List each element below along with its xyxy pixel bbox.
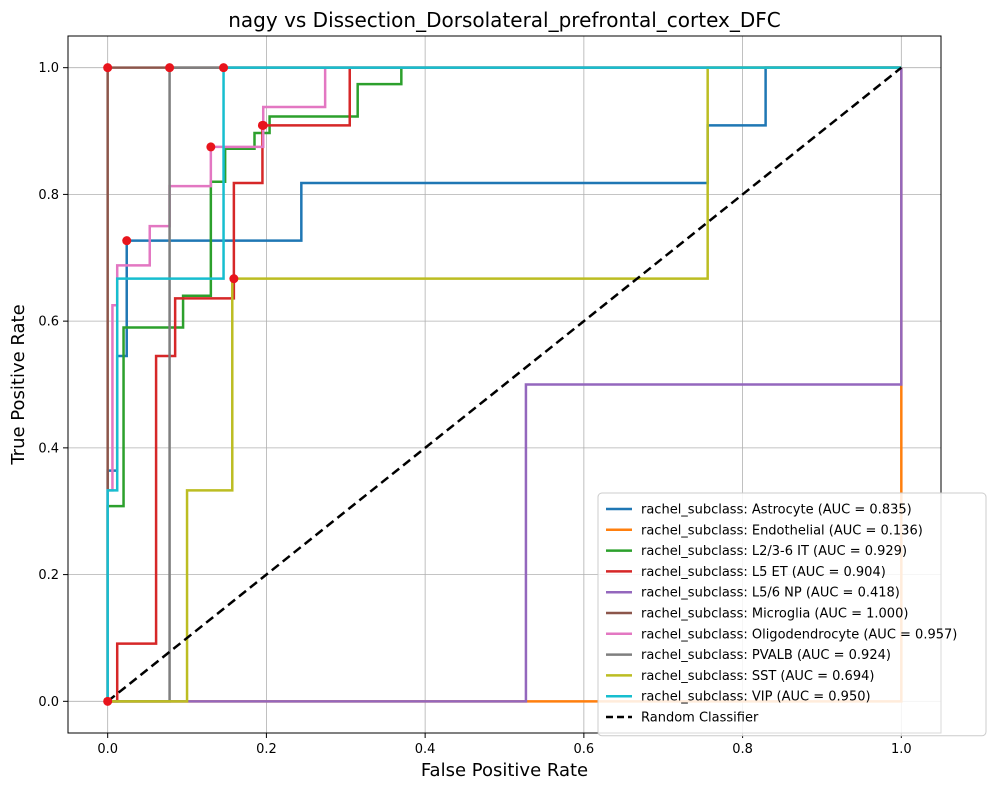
legend-label: rachel_subclass: L5 ET (AUC = 0.904) bbox=[641, 565, 886, 580]
series-line bbox=[106, 67, 327, 702]
legend-box bbox=[597, 492, 987, 737]
optimal-point bbox=[229, 274, 239, 284]
legend-label: rachel_subclass: L5/6 NP (AUC = 0.418) bbox=[641, 586, 900, 601]
legend-label: rachel_subclass: SST (AUC = 0.694) bbox=[641, 669, 874, 684]
y-axis-label: True Positive Rate bbox=[8, 304, 29, 465]
legend-label: Random Classifier bbox=[641, 711, 759, 726]
optimal-points bbox=[103, 63, 268, 706]
x-tick-label: 0.4 bbox=[415, 742, 436, 757]
legend-label: rachel_subclass: L2/3-6 IT (AUC = 0.929) bbox=[641, 544, 907, 559]
legend-label: rachel_subclass: Astrocyte (AUC = 0.835) bbox=[641, 503, 912, 518]
legend-label: rachel_subclass: PVALB (AUC = 0.924) bbox=[641, 648, 891, 663]
series-line bbox=[107, 66, 902, 703]
series-line bbox=[107, 67, 903, 703]
y-tick-label: 0.6 bbox=[38, 315, 59, 330]
y-tick-label: 0.8 bbox=[38, 188, 59, 203]
plot-frame bbox=[67, 35, 942, 734]
series-line bbox=[106, 67, 403, 702]
legend-label: rachel_subclass: Microglia (AUC = 1.000) bbox=[641, 607, 908, 622]
legend: rachel_subclass: Astrocyte (AUC = 0.835)… bbox=[597, 492, 987, 737]
legend-label: rachel_subclass: Oligodendrocyte (AUC = … bbox=[641, 627, 957, 642]
x-axis-label: False Positive Rate bbox=[421, 760, 588, 781]
random-classifier-line bbox=[106, 66, 903, 703]
optimal-point bbox=[257, 120, 267, 130]
x-tick-label: 0.2 bbox=[256, 742, 277, 757]
optimal-point bbox=[165, 63, 175, 73]
legend-label: rachel_subclass: VIP (AUC = 0.950) bbox=[641, 690, 871, 705]
x-tick-label: 0.6 bbox=[574, 742, 595, 757]
optimal-point bbox=[206, 142, 216, 152]
optimal-point bbox=[103, 63, 113, 73]
x-tick-label: 1.0 bbox=[891, 742, 912, 757]
chart-title: nagy vs Dissection_Dorsolateral_prefront… bbox=[228, 8, 780, 32]
optimal-point bbox=[103, 696, 113, 706]
y-tick-label: 1.0 bbox=[38, 61, 59, 76]
legend-label: rachel_subclass: Endothelial (AUC = 0.13… bbox=[641, 523, 923, 538]
y-tick-label: 0.2 bbox=[38, 568, 59, 583]
x-tick-label: 0.0 bbox=[97, 742, 118, 757]
series-line bbox=[107, 67, 351, 703]
x-tick-label: 0.8 bbox=[732, 742, 753, 757]
y-tick-label: 0.4 bbox=[38, 441, 59, 456]
axis-ticks: 0.0 0.2 0.4 0.6 0.8 1.0 0.0 0.2 0.4 0.6 0.8 1.0 bbox=[38, 61, 911, 757]
optimal-point bbox=[219, 63, 229, 73]
y-tick-label: 0.0 bbox=[38, 695, 59, 710]
optimal-point bbox=[122, 236, 132, 246]
